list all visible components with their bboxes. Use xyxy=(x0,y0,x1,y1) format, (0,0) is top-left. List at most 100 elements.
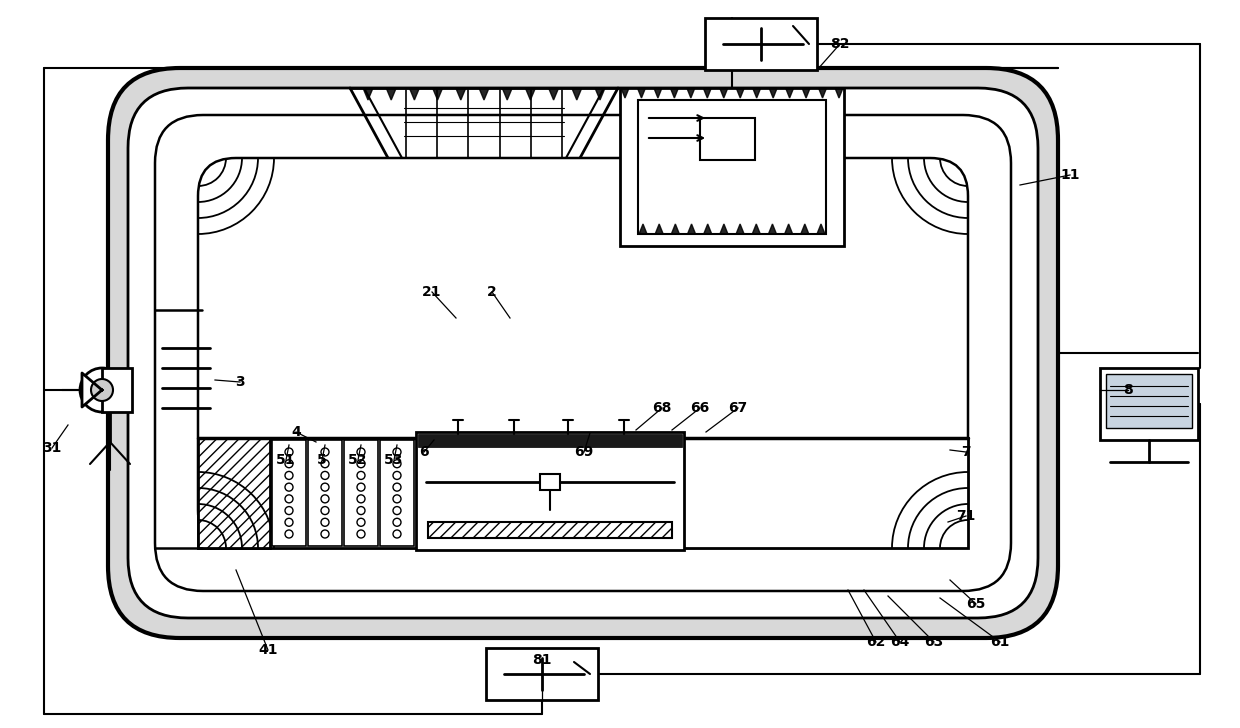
Bar xyxy=(639,100,826,234)
Polygon shape xyxy=(671,88,678,98)
Text: 4: 4 xyxy=(291,425,301,439)
Text: 8: 8 xyxy=(1123,383,1133,397)
Bar xyxy=(308,440,342,546)
Polygon shape xyxy=(637,88,646,98)
Bar xyxy=(706,18,817,70)
Polygon shape xyxy=(572,88,582,100)
Circle shape xyxy=(393,507,401,515)
Text: 82: 82 xyxy=(831,37,849,51)
Text: 41: 41 xyxy=(258,643,278,657)
Circle shape xyxy=(393,518,401,526)
Text: 2: 2 xyxy=(487,285,497,299)
Bar xyxy=(1106,374,1192,428)
Polygon shape xyxy=(386,88,397,100)
Bar xyxy=(418,434,682,447)
Polygon shape xyxy=(456,88,466,100)
Polygon shape xyxy=(479,88,489,100)
Text: 11: 11 xyxy=(1060,168,1080,182)
Polygon shape xyxy=(595,88,605,100)
Text: 3: 3 xyxy=(236,375,244,389)
Polygon shape xyxy=(802,88,810,98)
Bar xyxy=(701,118,755,160)
Circle shape xyxy=(321,448,329,456)
Text: 61: 61 xyxy=(991,635,1009,649)
Circle shape xyxy=(285,518,293,526)
Polygon shape xyxy=(687,88,694,98)
Circle shape xyxy=(357,495,365,503)
Text: 64: 64 xyxy=(890,635,910,649)
Circle shape xyxy=(285,507,293,515)
Circle shape xyxy=(321,530,329,538)
Polygon shape xyxy=(82,373,102,407)
Circle shape xyxy=(357,530,365,538)
Polygon shape xyxy=(409,88,419,100)
Polygon shape xyxy=(621,88,629,98)
Text: 63: 63 xyxy=(924,635,944,649)
Bar xyxy=(343,440,378,546)
Polygon shape xyxy=(753,88,760,98)
Bar xyxy=(1100,368,1198,440)
Circle shape xyxy=(357,507,365,515)
FancyBboxPatch shape xyxy=(128,88,1038,618)
Bar xyxy=(272,440,306,546)
Text: 62: 62 xyxy=(867,635,885,649)
Polygon shape xyxy=(769,224,776,234)
Polygon shape xyxy=(548,88,558,100)
Text: 68: 68 xyxy=(652,401,672,415)
Polygon shape xyxy=(835,88,843,98)
Bar xyxy=(539,474,560,490)
Text: 51: 51 xyxy=(277,453,296,467)
Circle shape xyxy=(357,483,365,491)
Circle shape xyxy=(81,368,124,412)
Circle shape xyxy=(321,459,329,467)
Polygon shape xyxy=(720,224,728,234)
Bar xyxy=(428,522,672,538)
Polygon shape xyxy=(639,224,647,234)
Text: 5: 5 xyxy=(317,453,327,467)
Circle shape xyxy=(321,518,329,526)
Polygon shape xyxy=(769,88,777,98)
Circle shape xyxy=(285,448,293,456)
Text: 66: 66 xyxy=(691,401,709,415)
Polygon shape xyxy=(801,224,808,234)
Bar xyxy=(198,438,270,548)
Bar xyxy=(379,440,414,546)
Polygon shape xyxy=(818,88,827,98)
Text: 21: 21 xyxy=(423,285,441,299)
Polygon shape xyxy=(526,88,536,100)
Polygon shape xyxy=(671,224,680,234)
Circle shape xyxy=(357,448,365,456)
Circle shape xyxy=(393,483,401,491)
Circle shape xyxy=(393,495,401,503)
Polygon shape xyxy=(719,88,728,98)
Bar xyxy=(102,368,131,412)
Circle shape xyxy=(321,472,329,480)
Circle shape xyxy=(285,459,293,467)
Polygon shape xyxy=(786,88,794,98)
Circle shape xyxy=(393,459,401,467)
Polygon shape xyxy=(737,88,744,98)
FancyBboxPatch shape xyxy=(108,68,1058,638)
Polygon shape xyxy=(737,224,744,234)
Circle shape xyxy=(357,518,365,526)
FancyBboxPatch shape xyxy=(198,158,968,548)
Text: 6: 6 xyxy=(419,445,429,459)
Bar xyxy=(486,648,598,700)
Polygon shape xyxy=(703,88,712,98)
Text: 31: 31 xyxy=(42,441,62,455)
Text: 67: 67 xyxy=(728,401,748,415)
Polygon shape xyxy=(502,88,512,100)
Polygon shape xyxy=(653,88,662,98)
Circle shape xyxy=(285,530,293,538)
FancyBboxPatch shape xyxy=(155,115,1011,591)
Circle shape xyxy=(393,448,401,456)
Polygon shape xyxy=(785,224,792,234)
Bar xyxy=(620,88,844,246)
Circle shape xyxy=(285,472,293,480)
Circle shape xyxy=(321,495,329,503)
Text: 81: 81 xyxy=(532,653,552,667)
Circle shape xyxy=(321,507,329,515)
Polygon shape xyxy=(687,224,696,234)
Bar xyxy=(415,432,684,550)
Circle shape xyxy=(357,472,365,480)
